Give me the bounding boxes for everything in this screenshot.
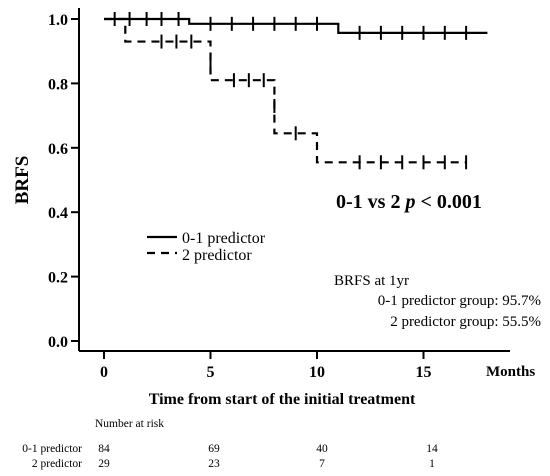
brfs-annotation: BRFS at 1yr 0-1 predictor group: 95.7% 2…	[334, 273, 541, 330]
risk-cell: 14	[426, 443, 438, 455]
y-tick-label: 1.0	[48, 12, 68, 29]
x-axis-unit: Months	[486, 364, 535, 380]
risk-row-label-0-1: 0-1 predictor	[22, 443, 82, 455]
legend-label-2: 2 predictor	[182, 247, 252, 264]
series-line-2-predictor	[104, 17, 467, 164]
x-ticks: 0 5 10 15	[100, 351, 432, 381]
y-tick-label: 0.6	[48, 141, 68, 158]
risk-cell: 1	[429, 458, 435, 470]
risk-table-header: Number at risk	[95, 418, 164, 430]
risk-cell: 84	[98, 443, 110, 455]
p-value-symbol: p	[403, 191, 415, 213]
y-tick-label: 0.4	[48, 205, 68, 222]
brfs-line-2: 2 predictor group: 55.5%	[390, 314, 541, 330]
legend-label-0-1: 0-1 predictor	[182, 230, 266, 247]
risk-cell: 29	[98, 458, 110, 470]
legend: 0-1 predictor 2 predictor	[147, 230, 266, 264]
p-value-prefix: 0-1 vs 2	[336, 191, 405, 213]
risk-row-label-2: 2 predictor	[32, 458, 82, 470]
brfs-title: BRFS at 1yr	[334, 273, 409, 289]
x-axis-label: Time from start of the initial treatment	[149, 391, 416, 408]
p-value-annotation: 0-1 vs 2 p < 0.001	[336, 191, 482, 213]
risk-cell: 23	[208, 458, 220, 470]
x-tick-label: 10	[309, 364, 325, 381]
series-line-0-1-predictor	[104, 17, 488, 34]
risk-cell: 7	[319, 458, 325, 470]
y-tick-label: 0.0	[48, 334, 68, 351]
y-tick-label: 0.8	[48, 76, 68, 93]
y-tick-label: 0.2	[48, 270, 68, 287]
y-ticks: 0.0 0.2 0.4 0.6 0.8 1.0	[48, 12, 79, 351]
p-value-suffix: < 0.001	[415, 191, 481, 213]
x-tick-label: 15	[416, 364, 432, 381]
risk-table: Number at risk 0-1 predictor 2 predictor…	[22, 418, 438, 470]
risk-cell: 40	[316, 443, 328, 455]
brfs-line-0-1: 0-1 predictor group: 95.7%	[378, 293, 541, 309]
risk-cell: 69	[208, 443, 220, 455]
series-layer	[104, 12, 488, 170]
x-tick-label: 0	[100, 364, 108, 381]
y-axis-label: BRFS	[12, 156, 33, 205]
x-tick-label: 5	[207, 364, 215, 381]
